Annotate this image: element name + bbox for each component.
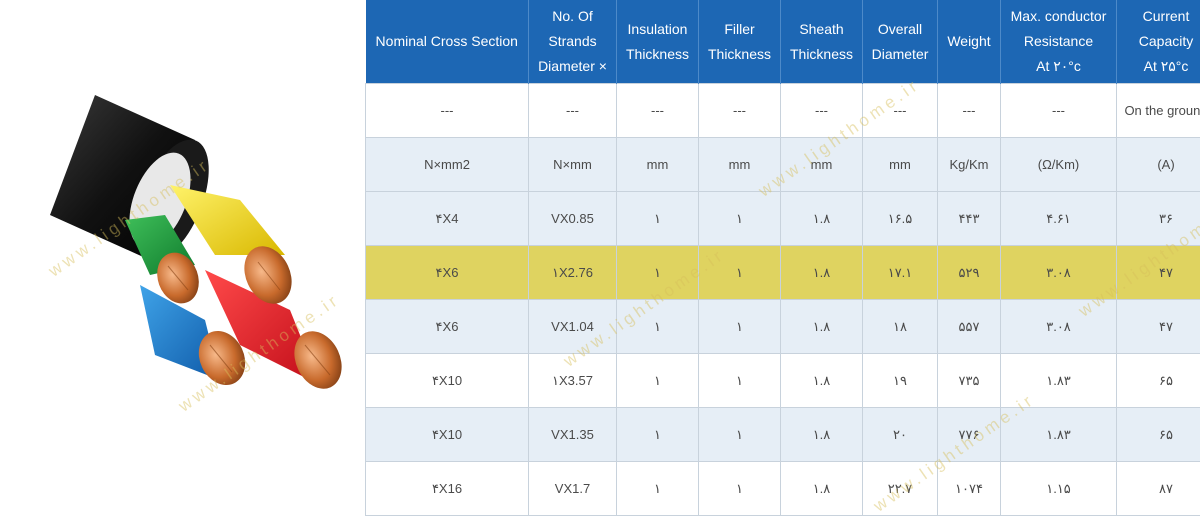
cell-overall-diameter: ۱۹ xyxy=(863,354,938,408)
col-header-weight: Weight xyxy=(938,0,1001,84)
cell-overall-diameter: mm xyxy=(863,138,938,192)
cell-max-resistance: ۳.۰۸ xyxy=(1001,246,1117,300)
table-header-row: Nominal Cross Section No. Of Strands Dia… xyxy=(366,0,1200,84)
cell-nominal-cross-section: ۴X6 xyxy=(366,300,529,354)
cell-strands-diameter: VX0.85 xyxy=(529,192,617,246)
cell-nominal-cross-section: ۴X6 xyxy=(366,246,529,300)
cell-max-resistance: ۱.۸۳ xyxy=(1001,354,1117,408)
cell-sheath-thickness: mm xyxy=(781,138,863,192)
cell-filler-thickness: ۱ xyxy=(699,300,781,354)
cell-strands-diameter: ۱X2.76 xyxy=(529,246,617,300)
cell-overall-diameter: ۲۲.۷ xyxy=(863,462,938,516)
cell-strands-diameter: --- xyxy=(529,84,617,138)
cell-nominal-cross-section: ۴X10 xyxy=(366,354,529,408)
cell-max-resistance: ۴.۶۱ xyxy=(1001,192,1117,246)
cable-illustration xyxy=(0,0,365,513)
cell-nominal-cross-section: ۴X10 xyxy=(366,408,529,462)
cell-max-resistance: (Ω/Km) xyxy=(1001,138,1117,192)
cell-overall-diameter: ۲۰ xyxy=(863,408,938,462)
table-row: ------------------------On the ground xyxy=(366,84,1200,138)
cell-weight: ۵۵۷ xyxy=(938,300,1001,354)
cell-nominal-cross-section: --- xyxy=(366,84,529,138)
cell-sheath-thickness: ۱.۸ xyxy=(781,192,863,246)
col-header-nominal-cross-section: Nominal Cross Section xyxy=(366,0,529,84)
cell-strands-diameter: VX1.35 xyxy=(529,408,617,462)
cell-max-resistance: ۳.۰۸ xyxy=(1001,300,1117,354)
cell-weight: ۷۳۵ xyxy=(938,354,1001,408)
cell-weight: --- xyxy=(938,84,1001,138)
cell-filler-thickness: ۱ xyxy=(699,462,781,516)
cell-strands-diameter: VX1.7 xyxy=(529,462,617,516)
cell-strands-diameter: N×mm xyxy=(529,138,617,192)
cell-nominal-cross-section: ۴X4 xyxy=(366,192,529,246)
cell-filler-thickness: ۱ xyxy=(699,354,781,408)
col-header-overall-diameter: Overall Diameter xyxy=(863,0,938,84)
cell-filler-thickness: --- xyxy=(699,84,781,138)
cell-current-capacity: ۴۷ xyxy=(1117,300,1200,354)
col-header-max-resistance: Max. conductor Resistance At ۲۰°c xyxy=(1001,0,1117,84)
cell-filler-thickness: mm xyxy=(699,138,781,192)
cell-insulation-thickness: ۱ xyxy=(617,354,699,408)
cell-weight: ۱۰۷۴ xyxy=(938,462,1001,516)
cell-max-resistance: --- xyxy=(1001,84,1117,138)
cell-insulation-thickness: ۱ xyxy=(617,300,699,354)
cell-sheath-thickness: ۱.۸ xyxy=(781,300,863,354)
cell-current-capacity: ۴۷ xyxy=(1117,246,1200,300)
cell-overall-diameter: ۱۷.۱ xyxy=(863,246,938,300)
cell-insulation-thickness: mm xyxy=(617,138,699,192)
cell-weight: ۵۲۹ xyxy=(938,246,1001,300)
cell-strands-diameter: VX1.04 xyxy=(529,300,617,354)
cell-strands-diameter: ۱X3.57 xyxy=(529,354,617,408)
cell-current-capacity: On the ground xyxy=(1117,84,1200,138)
cell-overall-diameter: ۱۸ xyxy=(863,300,938,354)
col-header-current-capacity: Current Capacity At ۲۵°c xyxy=(1117,0,1200,84)
cell-insulation-thickness: ۱ xyxy=(617,192,699,246)
cell-sheath-thickness: ۱.۸ xyxy=(781,354,863,408)
cell-filler-thickness: ۱ xyxy=(699,246,781,300)
col-header-strands-diameter: No. Of Strands Diameter × xyxy=(529,0,617,84)
cell-sheath-thickness: --- xyxy=(781,84,863,138)
col-header-filler-thickness: Filler Thickness xyxy=(699,0,781,84)
col-header-sheath-thickness: Sheath Thickness xyxy=(781,0,863,84)
cell-nominal-cross-section: ۴X16 xyxy=(366,462,529,516)
cell-weight: Kg/Km xyxy=(938,138,1001,192)
cell-insulation-thickness: --- xyxy=(617,84,699,138)
cell-current-capacity: ۸۷ xyxy=(1117,462,1200,516)
cell-insulation-thickness: ۱ xyxy=(617,246,699,300)
cell-weight: ۷۷۶ xyxy=(938,408,1001,462)
col-header-insulation-thickness: Insulation Thickness xyxy=(617,0,699,84)
cell-current-capacity: ۳۶ xyxy=(1117,192,1200,246)
cell-sheath-thickness: ۱.۸ xyxy=(781,408,863,462)
cell-current-capacity: ۶۵ xyxy=(1117,354,1200,408)
cell-insulation-thickness: ۱ xyxy=(617,462,699,516)
cell-nominal-cross-section: N×mm2 xyxy=(366,138,529,192)
cell-filler-thickness: ۱ xyxy=(699,192,781,246)
cell-current-capacity: (A) xyxy=(1117,138,1200,192)
cell-sheath-thickness: ۱.۸ xyxy=(781,246,863,300)
cable-product-image xyxy=(0,0,365,513)
cell-overall-diameter: ۱۶.۵ xyxy=(863,192,938,246)
cell-sheath-thickness: ۱.۸ xyxy=(781,462,863,516)
cell-max-resistance: ۱.۸۳ xyxy=(1001,408,1117,462)
cell-filler-thickness: ۱ xyxy=(699,408,781,462)
cable-spec-table: Nominal Cross Section No. Of Strands Dia… xyxy=(365,0,1200,516)
cell-insulation-thickness: ۱ xyxy=(617,408,699,462)
cell-max-resistance: ۱.۱۵ xyxy=(1001,462,1117,516)
cell-weight: ۴۴۳ xyxy=(938,192,1001,246)
cell-current-capacity: ۶۵ xyxy=(1117,408,1200,462)
cell-overall-diameter: --- xyxy=(863,84,938,138)
